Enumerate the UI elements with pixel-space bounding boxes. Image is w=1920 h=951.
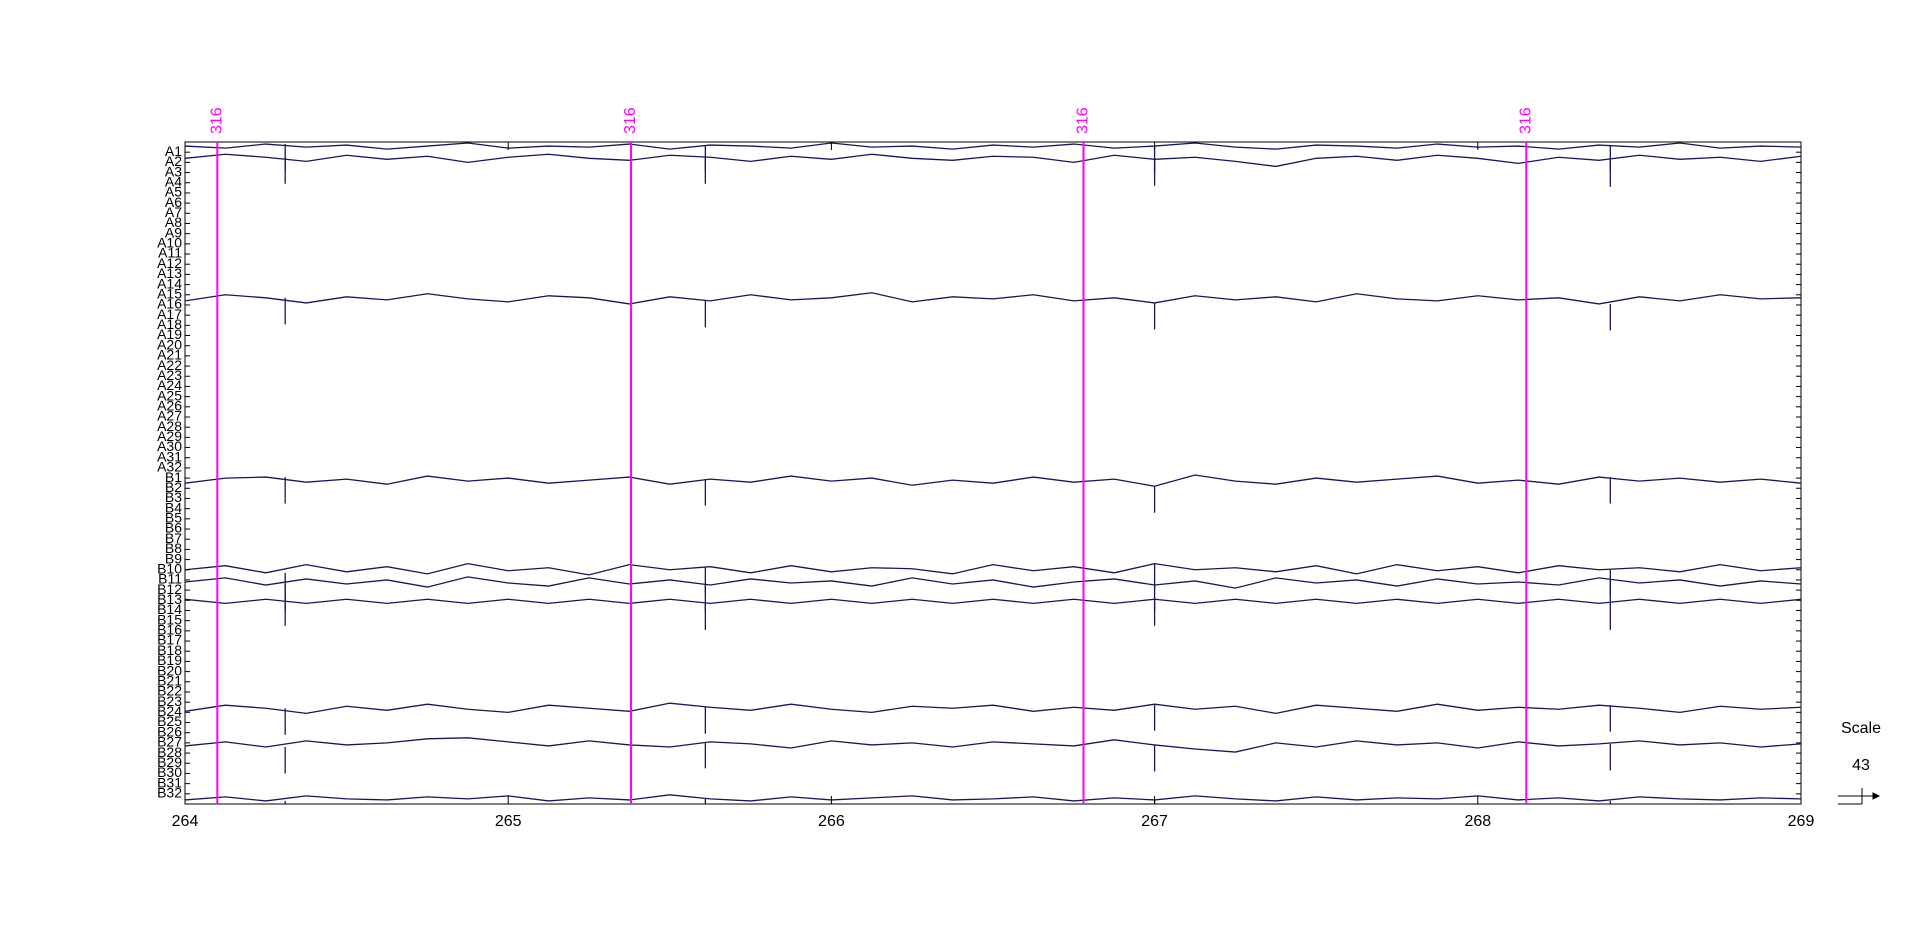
channel-label: A10 (157, 235, 182, 251)
trace (185, 474, 1801, 487)
trace (185, 598, 1801, 605)
channel-label: B7 (165, 530, 182, 546)
channel-label: A29 (157, 428, 182, 444)
trace (185, 794, 1801, 802)
channel-label: B18 (157, 642, 182, 658)
channel-label: B13 (157, 591, 182, 607)
channel-label: B28 (157, 744, 182, 760)
event-label: 316 (1075, 107, 1092, 134)
channel-label: B19 (157, 652, 182, 668)
channel-label: B15 (157, 611, 182, 627)
event-label: 316 (1517, 107, 1534, 134)
x-tick-label: 269 (1788, 813, 1815, 830)
channel-label: B26 (157, 723, 182, 739)
channel-label: B5 (165, 510, 182, 526)
channel-label: B10 (157, 560, 182, 576)
channel-label: A5 (165, 184, 182, 200)
channel-label: B8 (165, 540, 182, 556)
channel-label: A9 (165, 224, 182, 240)
channel-label: B11 (158, 571, 182, 587)
channel-label: B25 (157, 713, 182, 729)
channel-label: A8 (165, 214, 182, 230)
trace (185, 737, 1801, 753)
channel-label: A27 (157, 408, 182, 424)
trace (185, 142, 1801, 150)
scale-bar (1838, 788, 1881, 805)
channel-label: A26 (157, 398, 182, 414)
channel-label: A14 (157, 275, 182, 291)
channel-label: A4 (165, 173, 182, 189)
trace (185, 292, 1801, 305)
x-tick-label: 268 (1464, 813, 1491, 830)
x-tick-label: 267 (1141, 813, 1168, 830)
channel-label: A16 (157, 296, 182, 312)
scale-value: 43 (1852, 757, 1870, 774)
plot-frame (184, 141, 1802, 805)
channel-label: B3 (165, 489, 182, 505)
channel-label: B20 (157, 662, 182, 678)
trace (185, 562, 1801, 576)
channel-label: B12 (157, 581, 182, 597)
event-label: 316 (622, 107, 639, 134)
channel-label: B29 (157, 754, 182, 770)
channel-label: B4 (165, 499, 182, 515)
channel-label: B32 (157, 785, 182, 801)
channel-label: B23 (157, 693, 182, 709)
channel-label: A12 (157, 255, 182, 271)
channel-label: B30 (157, 764, 182, 780)
channel-label: A3 (165, 163, 182, 179)
channel-label: A25 (157, 387, 182, 403)
channel-label: B27 (157, 734, 182, 750)
channel-label: A32 (157, 459, 182, 475)
trace (185, 576, 1801, 589)
channel-label: B21 (157, 672, 182, 688)
channel-label: B17 (157, 632, 182, 648)
channel-label: A19 (157, 326, 182, 342)
channel-label: A22 (157, 357, 182, 373)
channel-label: A18 (157, 316, 182, 332)
channel-label: B31 (157, 774, 182, 790)
channel-label: B16 (157, 622, 182, 638)
channel-label: A15 (157, 285, 182, 301)
channel-label: A30 (157, 438, 182, 454)
x-tick-label: 266 (818, 813, 845, 830)
channel-label: B6 (165, 520, 182, 536)
channel-label: B2 (165, 479, 182, 495)
channel-label: A23 (157, 367, 182, 383)
channel-label: A7 (165, 204, 182, 220)
channel-label: A24 (157, 377, 182, 393)
channel-label: A20 (157, 336, 182, 352)
channel-label: A1 (165, 143, 182, 159)
channel-label: A31 (157, 448, 182, 464)
event-label: 316 (209, 107, 226, 134)
channel-label: A13 (157, 265, 182, 281)
trace (185, 153, 1801, 168)
channel-label: A2 (165, 153, 182, 169)
channel-label: B24 (157, 703, 182, 719)
scale-title: Scale (1841, 720, 1881, 737)
channel-label: B9 (165, 550, 182, 566)
channel-label: A11 (158, 245, 182, 261)
channel-label: A21 (157, 347, 182, 363)
channel-label: B14 (157, 601, 182, 617)
channel-label: A17 (157, 306, 182, 322)
x-tick-label: 264 (172, 813, 199, 830)
channel-label: B22 (157, 683, 182, 699)
channel-label: A28 (157, 418, 182, 434)
trace-layer (185, 142, 1801, 804)
trace (185, 702, 1801, 715)
x-tick-label: 265 (495, 813, 522, 830)
channel-label: B1 (165, 469, 182, 485)
channel-label: A6 (165, 194, 182, 210)
